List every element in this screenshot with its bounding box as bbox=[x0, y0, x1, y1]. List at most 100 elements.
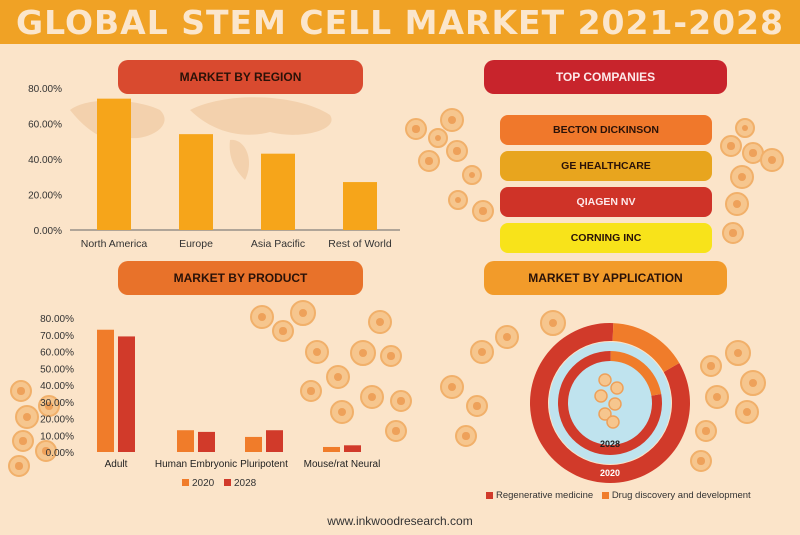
cell-shape bbox=[725, 340, 751, 366]
cell-shape bbox=[735, 118, 755, 138]
y-tick-label: 40.00% bbox=[40, 381, 74, 392]
cell-shape bbox=[330, 400, 354, 424]
cell-shape bbox=[540, 310, 566, 336]
cell-shape bbox=[462, 165, 482, 185]
legend-label: 2020 bbox=[192, 478, 215, 489]
cell-shape bbox=[720, 135, 742, 157]
company-name: BECTON DICKINSON bbox=[553, 124, 659, 136]
donut-slice bbox=[610, 351, 662, 396]
x-tick-label: Pluripotent bbox=[240, 459, 288, 470]
cell-shape bbox=[272, 320, 294, 342]
bar bbox=[177, 430, 194, 452]
legend-swatch bbox=[601, 491, 609, 499]
company-item: QIAGEN NV bbox=[500, 187, 712, 217]
bar bbox=[261, 153, 295, 230]
footer-url: www.inkwoodresearch.com bbox=[327, 514, 473, 528]
cell-shape bbox=[290, 300, 316, 326]
cell-shape bbox=[735, 400, 759, 424]
section-header-application: MARKET BY APPLICATION bbox=[484, 261, 727, 295]
cell-shape bbox=[15, 405, 39, 429]
ring-label: 2020 bbox=[600, 468, 620, 478]
y-tick-label: 40.00% bbox=[28, 155, 62, 166]
company-name: QIAGEN NV bbox=[576, 196, 636, 208]
cell-shape bbox=[428, 128, 448, 148]
company-item: CORNING INC bbox=[500, 223, 712, 253]
cell-shape bbox=[305, 340, 329, 364]
cell-shape bbox=[594, 389, 608, 403]
legend-swatch bbox=[224, 479, 231, 486]
cell-shape bbox=[705, 385, 729, 409]
legend-label: Drug discovery and development bbox=[611, 490, 751, 501]
x-tick-label: Rest of World bbox=[328, 238, 392, 250]
cell-shape bbox=[300, 380, 322, 402]
company-name: CORNING INC bbox=[570, 232, 642, 244]
x-tick-label: Mouse/rat Neural bbox=[304, 459, 381, 470]
y-tick-label: 60.00% bbox=[28, 120, 62, 131]
cell-shape bbox=[385, 420, 407, 442]
cell-shape bbox=[730, 165, 754, 189]
cell-shape bbox=[405, 118, 427, 140]
y-tick-label: 80.00% bbox=[40, 314, 74, 325]
section-header-companies: TOP COMPANIES bbox=[484, 60, 727, 94]
bar bbox=[323, 446, 340, 452]
section-header-region: MARKET BY REGION bbox=[118, 60, 363, 94]
cell-shape bbox=[418, 150, 440, 172]
cell-shape bbox=[760, 148, 784, 172]
application-legend: Regenerative medicine Drug discovery and… bbox=[486, 490, 751, 501]
cell-shape bbox=[448, 190, 468, 210]
cell-shape bbox=[10, 380, 32, 402]
cell-shape bbox=[608, 397, 622, 411]
bar bbox=[266, 430, 283, 452]
cell-shape bbox=[740, 370, 766, 396]
page-title: GLOBAL STEM CELL MARKET 2021-2028 bbox=[16, 3, 784, 42]
bar bbox=[118, 336, 135, 452]
cell-shape bbox=[446, 140, 468, 162]
y-tick-label: 30.00% bbox=[40, 398, 74, 409]
x-tick-label: North America bbox=[81, 238, 148, 250]
cell-shape bbox=[598, 373, 612, 387]
x-tick-label: Europe bbox=[179, 238, 213, 250]
cell-shape bbox=[368, 310, 392, 334]
bar bbox=[344, 445, 361, 452]
map-shape bbox=[229, 139, 250, 180]
legend-label: Regenerative medicine bbox=[496, 490, 594, 501]
cell-shape bbox=[440, 375, 464, 399]
cell-shape bbox=[455, 425, 477, 447]
bar bbox=[245, 436, 262, 452]
bar bbox=[97, 329, 114, 452]
cell-shape bbox=[466, 395, 488, 417]
cell-shape bbox=[326, 365, 350, 389]
y-tick-label: 20.00% bbox=[40, 415, 74, 426]
company-name: GE HEALTHCARE bbox=[561, 160, 651, 172]
x-tick-label: Human Embryonic bbox=[155, 459, 237, 470]
cell-shape bbox=[35, 440, 57, 462]
cell-shape bbox=[610, 381, 624, 395]
section-header-product: MARKET BY PRODUCT bbox=[118, 261, 363, 295]
cell-shape bbox=[250, 305, 274, 329]
y-tick-label: 80.00% bbox=[28, 84, 62, 95]
cell-shape bbox=[598, 407, 612, 421]
cell-shape bbox=[380, 345, 402, 367]
company-item: GE HEALTHCARE bbox=[500, 151, 712, 181]
cell-shape bbox=[695, 420, 717, 442]
cell-shape bbox=[472, 200, 494, 222]
cell-shape bbox=[725, 192, 749, 216]
cell-shape bbox=[38, 395, 60, 417]
cell-shape bbox=[12, 430, 34, 452]
legend-label: 2028 bbox=[234, 478, 257, 489]
cell-shape bbox=[440, 108, 464, 132]
cell-shape bbox=[606, 415, 620, 429]
x-tick-label: Adult bbox=[105, 459, 128, 470]
y-tick-label: 60.00% bbox=[40, 348, 74, 359]
y-tick-label: 0.00% bbox=[34, 226, 62, 237]
bar bbox=[343, 182, 377, 230]
cell-shape bbox=[722, 222, 744, 244]
legend-swatch bbox=[486, 491, 493, 499]
ring-label: 2028 bbox=[600, 439, 620, 449]
product-bar-chart: 80.00% 70.00% 60.00% 50.00% 40.00% 30.00% 20.0… bbox=[40, 314, 381, 489]
legend-swatch bbox=[182, 479, 189, 486]
cell-shape bbox=[690, 450, 712, 472]
x-tick-label: Asia Pacific bbox=[251, 238, 305, 250]
application-donut-chart: 2028 2020 bbox=[530, 323, 690, 483]
